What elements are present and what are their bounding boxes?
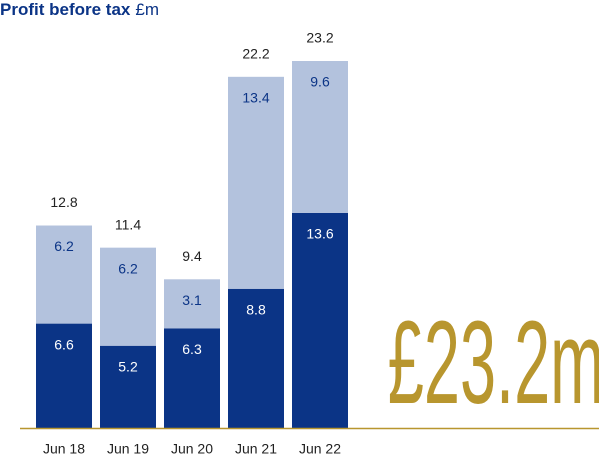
segment-label: 6.6 bbox=[54, 336, 74, 352]
title: Profit before tax bbox=[0, 0, 131, 19]
bar-segment bbox=[100, 345, 156, 428]
total-label: 12.8 bbox=[50, 194, 77, 210]
segment-label: 3.1 bbox=[182, 292, 202, 308]
bar-segment bbox=[100, 247, 156, 346]
bar-segment bbox=[36, 225, 92, 324]
bar-segment bbox=[228, 288, 284, 428]
segment-label: 6.2 bbox=[118, 260, 138, 276]
x-tick-label: Jun 18 bbox=[43, 441, 85, 457]
bar-segment bbox=[228, 76, 284, 289]
segment-label: 13.6 bbox=[306, 226, 333, 242]
bar-segment bbox=[164, 279, 220, 329]
unit: £m bbox=[135, 0, 159, 19]
total-label: 23.2 bbox=[306, 30, 333, 46]
total-label: 9.4 bbox=[182, 248, 202, 264]
bar-segment bbox=[36, 323, 92, 428]
segment-label: 6.3 bbox=[182, 341, 202, 357]
total-label: 11.4 bbox=[115, 216, 141, 232]
x-tick-label: Jun 21 bbox=[235, 441, 277, 457]
segment-label: 8.8 bbox=[246, 301, 266, 317]
segment-label: 5.2 bbox=[118, 358, 138, 374]
bar-segment bbox=[292, 61, 348, 213]
bar-segment bbox=[164, 328, 220, 428]
segment-label: 13.4 bbox=[242, 90, 269, 106]
x-tick-label: Jun 19 bbox=[107, 441, 149, 457]
segment-label: 6.2 bbox=[54, 238, 74, 254]
highlight: £23.2m bbox=[388, 298, 599, 429]
x-tick-label: Jun 20 bbox=[171, 441, 213, 457]
x-tick-label: Jun 22 bbox=[299, 441, 341, 457]
chart-title: Profit before tax £m bbox=[0, 0, 159, 19]
total-label: 22.2 bbox=[242, 46, 269, 62]
bar-segment bbox=[292, 212, 348, 428]
segment-label: 9.6 bbox=[310, 74, 330, 90]
